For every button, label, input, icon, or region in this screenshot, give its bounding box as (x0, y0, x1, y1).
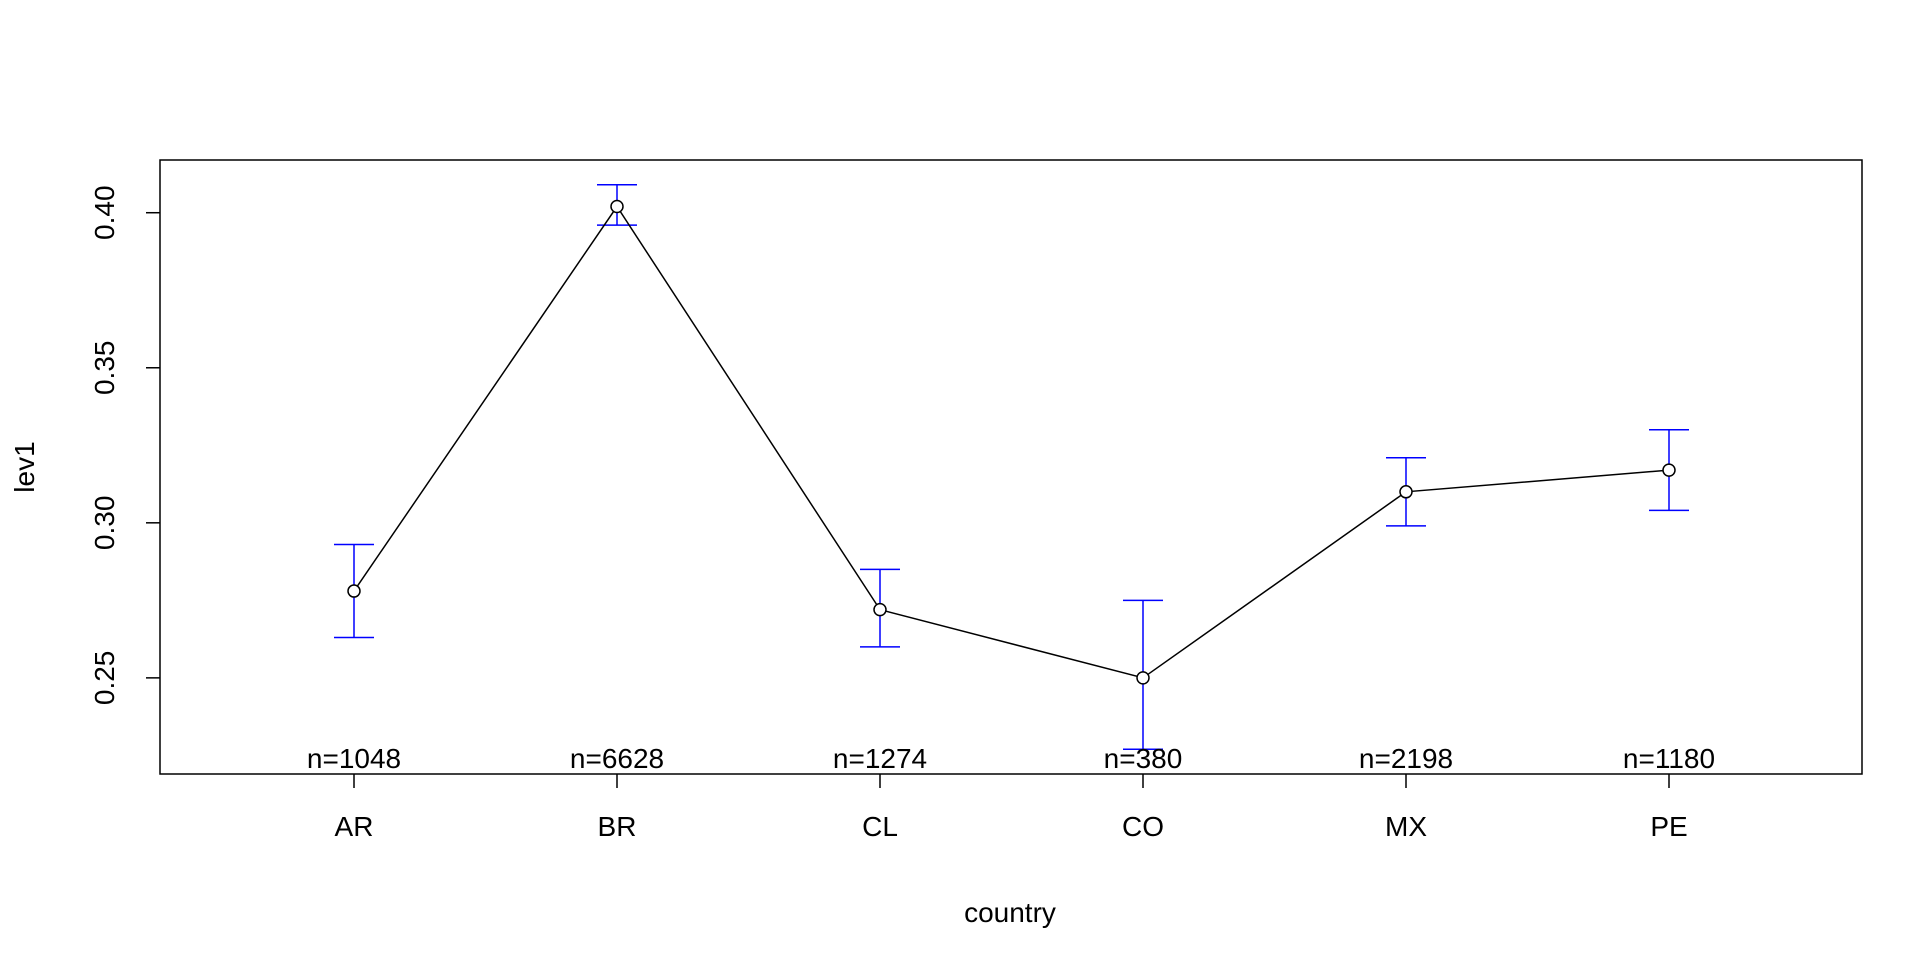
x-axis-title: country (964, 897, 1056, 928)
n-label: n=1274 (833, 743, 927, 774)
y-axis: 0.25 0.30 0.35 0.40 (89, 185, 160, 705)
plot-frame (159, 159, 1863, 775)
x-tick-label: CL (862, 811, 898, 842)
data-point (1662, 463, 1676, 477)
y-tick-label: 0.30 (89, 496, 120, 551)
n-label: n=1180 (1623, 743, 1715, 774)
x-tick-label: MX (1385, 811, 1427, 842)
data-point (873, 602, 887, 617)
data-point (1399, 485, 1413, 499)
data-point (610, 199, 624, 214)
series-polyline (353, 205, 1670, 679)
n-label: n=2198 (1359, 743, 1453, 774)
n-labels: n=1048 n=6628 n=1274 n=380 n=2198 n=1180 (307, 743, 1715, 774)
data-point (1136, 671, 1150, 685)
x-tick-label: AR (335, 811, 374, 842)
y-tick-label: 0.40 (89, 185, 120, 240)
y-tick-label: 0.35 (89, 341, 120, 396)
n-label: n=380 (1104, 743, 1183, 774)
data-point (347, 584, 361, 598)
x-tick-label: CO (1122, 811, 1164, 842)
x-axis: AR BR CL CO MX PE (335, 774, 1688, 842)
y-axis-title: lev1 (9, 441, 40, 492)
n-label: n=1048 (307, 743, 401, 774)
x-tick-label: PE (1650, 811, 1687, 842)
series-line (347, 199, 1676, 685)
error-bars (334, 184, 1689, 750)
y-tick-label: 0.25 (89, 651, 120, 706)
n-label: n=6628 (570, 743, 664, 774)
x-tick-label: BR (598, 811, 637, 842)
